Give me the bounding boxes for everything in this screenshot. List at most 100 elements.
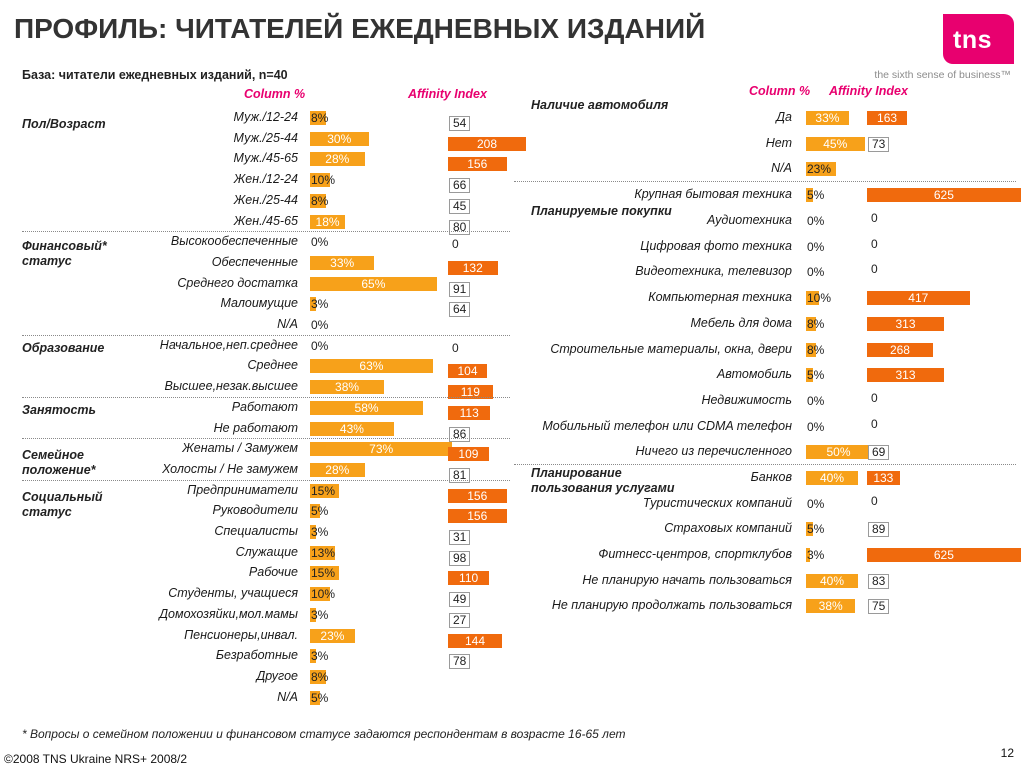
left-column-percent-label: 3% bbox=[311, 649, 329, 664]
left-column-percent-label: 5% bbox=[311, 690, 329, 705]
right-column-percent-label: 5% bbox=[807, 368, 825, 382]
right-row-label: Цифровая фото техника bbox=[640, 239, 792, 253]
left-column-percent-label: 8% bbox=[311, 193, 329, 208]
right-affinity-index-label: 0 bbox=[871, 262, 878, 276]
left-row-label: Работают bbox=[231, 399, 298, 414]
left-affinity-index-box: 45 bbox=[449, 198, 471, 214]
left-row-label: N/A bbox=[277, 317, 298, 331]
right-affinity-index-label: 0 bbox=[871, 237, 878, 251]
left-affinity-index-label: 0 bbox=[452, 237, 459, 252]
copyright: ©2008 TNS Ukraine NRS+ 2008/2 bbox=[4, 752, 188, 766]
right-row-label: Автомобиль bbox=[716, 367, 792, 381]
left-column-percent-bar bbox=[310, 525, 316, 539]
left-group-label: Семейное положение* bbox=[22, 448, 96, 478]
left-row-label: Высшее,незак.высшее bbox=[164, 379, 298, 394]
left-column-percent-bar bbox=[310, 131, 369, 146]
right-affinity-index-label: 0 bbox=[871, 391, 878, 405]
right-column-percent-bar bbox=[806, 317, 817, 331]
left-affinity-index-bar bbox=[448, 488, 507, 503]
left-row-label: Высокообеспеченные bbox=[170, 234, 298, 249]
left-group-label: Финансовый* статус bbox=[22, 239, 107, 269]
right-row-label: Ничего из перечисленного bbox=[635, 444, 792, 458]
left-column-percent-bar bbox=[310, 380, 385, 395]
right-affinity-index-bar bbox=[867, 188, 1021, 202]
right-column-percent-label: 38% bbox=[818, 599, 843, 613]
right-affinity-index-box: 73 bbox=[868, 137, 890, 152]
left-affinity-index-box: 91 bbox=[449, 281, 471, 297]
left-affinity-index-label: 110 bbox=[459, 571, 479, 586]
right-row-label: Крупная бытовая техника bbox=[634, 187, 792, 201]
right-affinity-index-bar bbox=[867, 368, 944, 382]
left-column-percent-label: 28% bbox=[325, 152, 350, 167]
left-column-percent-label: 0% bbox=[311, 318, 329, 332]
right-row-label: Банков bbox=[750, 470, 792, 484]
right-column-percent-label: 0% bbox=[807, 265, 825, 279]
left-column-percent-bar bbox=[310, 421, 394, 436]
left-group-separator bbox=[22, 396, 510, 398]
left-column-percent-bar bbox=[310, 152, 365, 167]
right-column-percent-bar bbox=[806, 162, 836, 176]
right-affinity-index-label: 625 bbox=[933, 188, 954, 202]
left-row-label: Холосты / Не замужем bbox=[162, 461, 298, 476]
right-affinity-index-bar bbox=[867, 317, 944, 331]
right-row-label: Да bbox=[776, 110, 792, 124]
right-row-label: Видеотехника, телевизор bbox=[635, 264, 792, 278]
left-column-percent-label: 10% bbox=[311, 173, 336, 188]
right-column-percent-label: 0% bbox=[807, 240, 825, 254]
left-column-percent-label: 15% bbox=[311, 566, 336, 581]
left-affinity-index-label: 156 bbox=[467, 509, 488, 524]
left-affinity-index-bar bbox=[448, 385, 493, 400]
right-row-label: Компьютерная техника bbox=[648, 290, 792, 304]
left-row-label: Рабочие bbox=[248, 565, 298, 580]
left-affinity-index-box: 80 bbox=[449, 219, 471, 235]
footnote: * Вопросы о семейном положении и финансо… bbox=[22, 727, 626, 741]
left-row-label: Служащие bbox=[235, 544, 298, 559]
left-column-percent-label: 8% bbox=[311, 111, 329, 125]
right-column-percent-label: 0% bbox=[807, 394, 825, 408]
left-affinity-index-bar bbox=[448, 571, 490, 586]
left-group-label: Образование bbox=[22, 340, 105, 355]
right-affinity-index-label: 0 bbox=[871, 417, 878, 431]
left-column-percent-label: 10% bbox=[311, 587, 336, 602]
right-row-label: Мебель для дома bbox=[690, 316, 792, 330]
left-column-percent-label: 28% bbox=[325, 462, 350, 477]
right-affinity-index-label: 163 bbox=[877, 111, 898, 125]
left-affinity-index-label: 104 bbox=[457, 364, 478, 379]
right-affinity-index-header: Affinity Index bbox=[829, 84, 908, 98]
left-group-separator bbox=[22, 438, 510, 440]
page-number: 12 bbox=[1000, 746, 1014, 760]
left-affinity-index-bar bbox=[448, 405, 491, 420]
left-affinity-index-header: Affinity Index bbox=[408, 87, 487, 101]
left-column-percent-bar bbox=[310, 690, 320, 705]
right-group-label: Планирование пользования услугами bbox=[531, 466, 675, 495]
left-row-label: Начальное,неп.среднее bbox=[159, 337, 298, 352]
right-group-separator bbox=[514, 464, 1016, 465]
right-row-label: Не планирую продолжать пользоваться bbox=[551, 598, 792, 612]
left-group-separator bbox=[22, 231, 510, 233]
left-column-percent-bar bbox=[310, 359, 433, 374]
left-affinity-index-label: 156 bbox=[467, 488, 488, 503]
left-row-label: Среднего достатка bbox=[177, 275, 298, 290]
left-column-percent-bar bbox=[310, 483, 340, 498]
left-affinity-index-label: 156 bbox=[467, 157, 488, 172]
right-affinity-index-label: 417 bbox=[908, 291, 929, 305]
left-column-percent-bar bbox=[310, 462, 365, 477]
right-affinity-index-bar bbox=[867, 471, 900, 485]
right-column-percent-label: 8% bbox=[807, 317, 825, 331]
left-row-label: Пенсионеры,инвал. bbox=[184, 627, 298, 642]
left-column-percent-label: 23% bbox=[320, 628, 345, 643]
left-row-label: Муж./45-65 bbox=[233, 151, 298, 166]
left-group-separator bbox=[22, 334, 510, 336]
right-column-percent-bar bbox=[806, 471, 858, 485]
left-column-percent-label: 8% bbox=[311, 669, 329, 684]
left-row-label: Специалисты bbox=[214, 524, 298, 538]
left-row-label: Жен./12-24 bbox=[233, 172, 298, 187]
right-row-label: Аудиотехника bbox=[706, 213, 792, 227]
right-column-percent-label: 40% bbox=[819, 471, 845, 485]
left-affinity-index-box: 86 bbox=[449, 426, 471, 442]
right-affinity-index-label: 133 bbox=[873, 471, 894, 485]
right-group-separator bbox=[514, 181, 1016, 182]
left-column-percent-label: 73% bbox=[369, 442, 394, 457]
left-affinity-index-bar bbox=[448, 157, 507, 172]
left-affinity-index-bar bbox=[448, 633, 502, 648]
